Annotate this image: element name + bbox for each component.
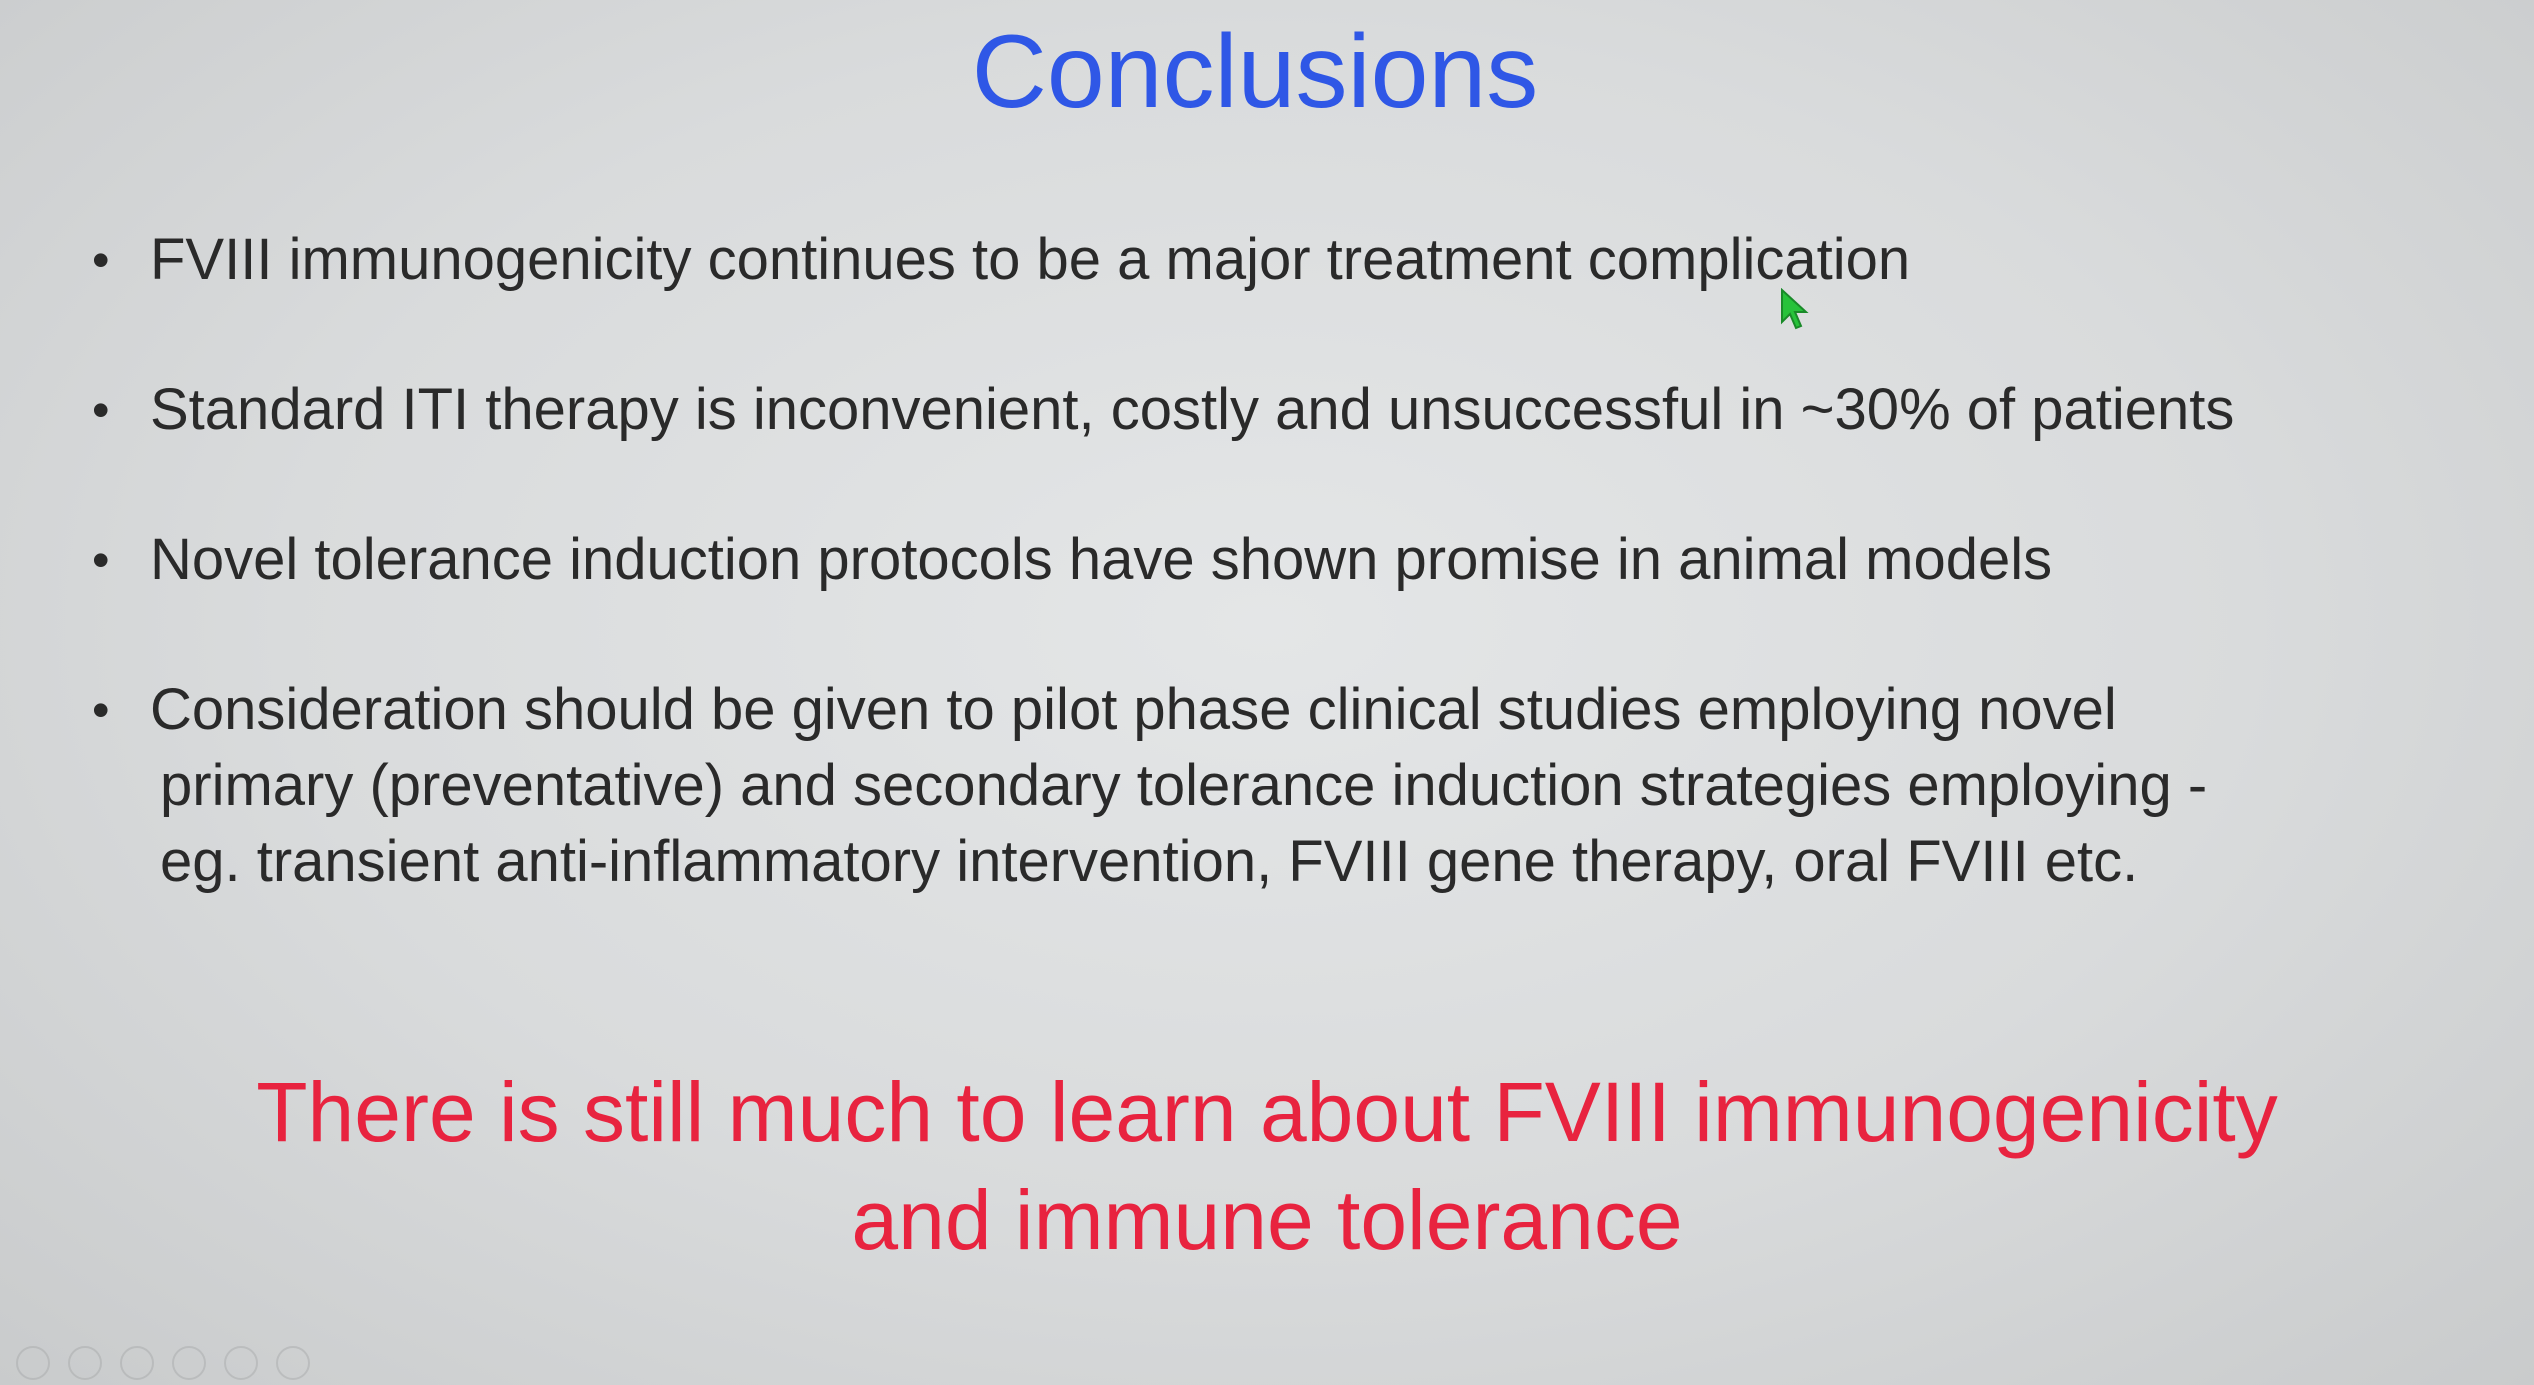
mouse-pointer-icon	[1781, 288, 1809, 330]
next-icon[interactable]	[68, 1346, 102, 1380]
bullet-dot: •	[92, 682, 110, 738]
slideshow-controls	[16, 1346, 310, 1380]
pen-icon[interactable]	[120, 1346, 154, 1380]
previous-icon[interactable]	[16, 1346, 50, 1380]
slides-icon[interactable]	[172, 1346, 206, 1380]
conclusion-line: and immune tolerance	[851, 1173, 1683, 1267]
bullet-item: • Standard ITI therapy is inconvenient, …	[88, 372, 2508, 448]
bullet-text: Novel tolerance induction protocols have…	[150, 527, 2053, 592]
bullet-text-line: eg. transient anti-inflammatory interven…	[160, 829, 2139, 894]
bullet-text-line: primary (preventative) and secondary tol…	[160, 753, 2208, 818]
more-icon[interactable]	[276, 1346, 310, 1380]
bullet-dot: •	[92, 532, 110, 588]
conclusion-line: There is still much to learn about FVIII…	[256, 1065, 2278, 1159]
slide-title: Conclusions	[971, 14, 1539, 130]
bullet-item: • Consideration should be given to pilot…	[88, 672, 2508, 900]
bullet-text: Standard ITI therapy is inconvenient, co…	[150, 377, 2235, 442]
bullet-dot: •	[92, 232, 110, 288]
bullet-text-line: Consideration should be given to pilot p…	[150, 677, 2117, 742]
bullet-dot: •	[92, 382, 110, 438]
bullet-item: • Novel tolerance induction protocols ha…	[88, 522, 2508, 598]
zoom-icon[interactable]	[224, 1346, 258, 1380]
bullet-text: FVIII immunogenicity continues to be a m…	[150, 227, 1911, 292]
bullet-item: • FVIII immunogenicity continues to be a…	[88, 222, 2508, 298]
conclusion-statement: There is still much to learn about FVIII…	[0, 1058, 2534, 1274]
bullet-list: • FVIII immunogenicity continues to be a…	[88, 222, 2508, 974]
